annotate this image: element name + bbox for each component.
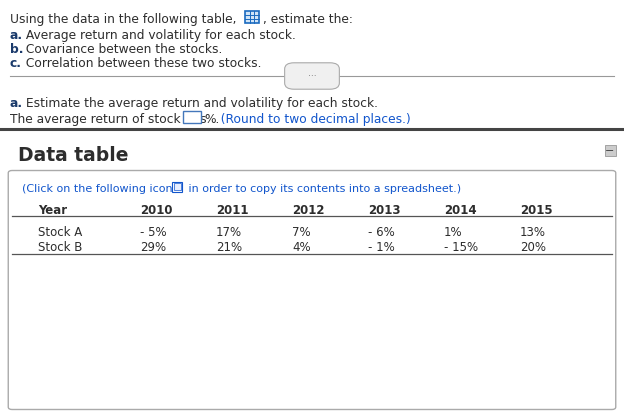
Text: %.: %.: [204, 113, 220, 126]
Text: Stock A: Stock A: [38, 225, 82, 238]
Text: −: −: [605, 146, 615, 156]
Text: Data table: Data table: [18, 146, 129, 165]
Text: a.: a.: [10, 97, 23, 110]
Text: 2014: 2014: [444, 204, 477, 216]
Text: 2011: 2011: [216, 204, 248, 216]
Text: - 15%: - 15%: [444, 240, 478, 254]
Text: 2012: 2012: [292, 204, 324, 216]
Text: c.: c.: [10, 57, 22, 70]
Text: Estimate the average return and volatility for each stock.: Estimate the average return and volatili…: [22, 97, 378, 110]
Text: Covariance between the stocks.: Covariance between the stocks.: [22, 43, 222, 56]
Text: in order to copy its contents into a spreadsheet.): in order to copy its contents into a spr…: [185, 183, 461, 194]
Text: 2015: 2015: [520, 204, 553, 216]
FancyBboxPatch shape: [8, 171, 616, 410]
Text: , estimate the:: , estimate the:: [263, 13, 353, 26]
Text: Stock B: Stock B: [38, 240, 82, 254]
FancyBboxPatch shape: [174, 183, 181, 190]
Text: - 1%: - 1%: [368, 240, 395, 254]
Text: 21%: 21%: [216, 240, 242, 254]
Text: 20%: 20%: [520, 240, 546, 254]
Text: (Click on the following icon: (Click on the following icon: [22, 183, 173, 194]
Text: 2010: 2010: [140, 204, 172, 216]
Text: Year: Year: [38, 204, 67, 216]
Text: 29%: 29%: [140, 240, 166, 254]
Text: a.: a.: [10, 29, 23, 42]
Text: - 6%: - 6%: [368, 225, 395, 238]
Text: ···: ···: [308, 72, 316, 81]
FancyBboxPatch shape: [285, 64, 339, 90]
Text: 13%: 13%: [520, 225, 546, 238]
FancyBboxPatch shape: [245, 12, 259, 24]
Text: 17%: 17%: [216, 225, 242, 238]
Text: 1%: 1%: [444, 225, 462, 238]
Text: Using the data in the following table,: Using the data in the following table,: [10, 13, 236, 26]
Text: 7%: 7%: [292, 225, 311, 238]
Text: 2013: 2013: [368, 204, 401, 216]
Text: (Round to two decimal places.): (Round to two decimal places.): [213, 113, 411, 126]
Text: - 5%: - 5%: [140, 225, 167, 238]
FancyBboxPatch shape: [172, 183, 182, 192]
Text: Average return and volatility for each stock.: Average return and volatility for each s…: [22, 29, 296, 42]
Text: b.: b.: [10, 43, 24, 56]
FancyBboxPatch shape: [605, 145, 615, 156]
Text: Correlation between these two stocks.: Correlation between these two stocks.: [22, 57, 261, 70]
FancyBboxPatch shape: [183, 112, 201, 124]
Text: 4%: 4%: [292, 240, 311, 254]
Text: The average return of stock A is: The average return of stock A is: [10, 113, 207, 126]
